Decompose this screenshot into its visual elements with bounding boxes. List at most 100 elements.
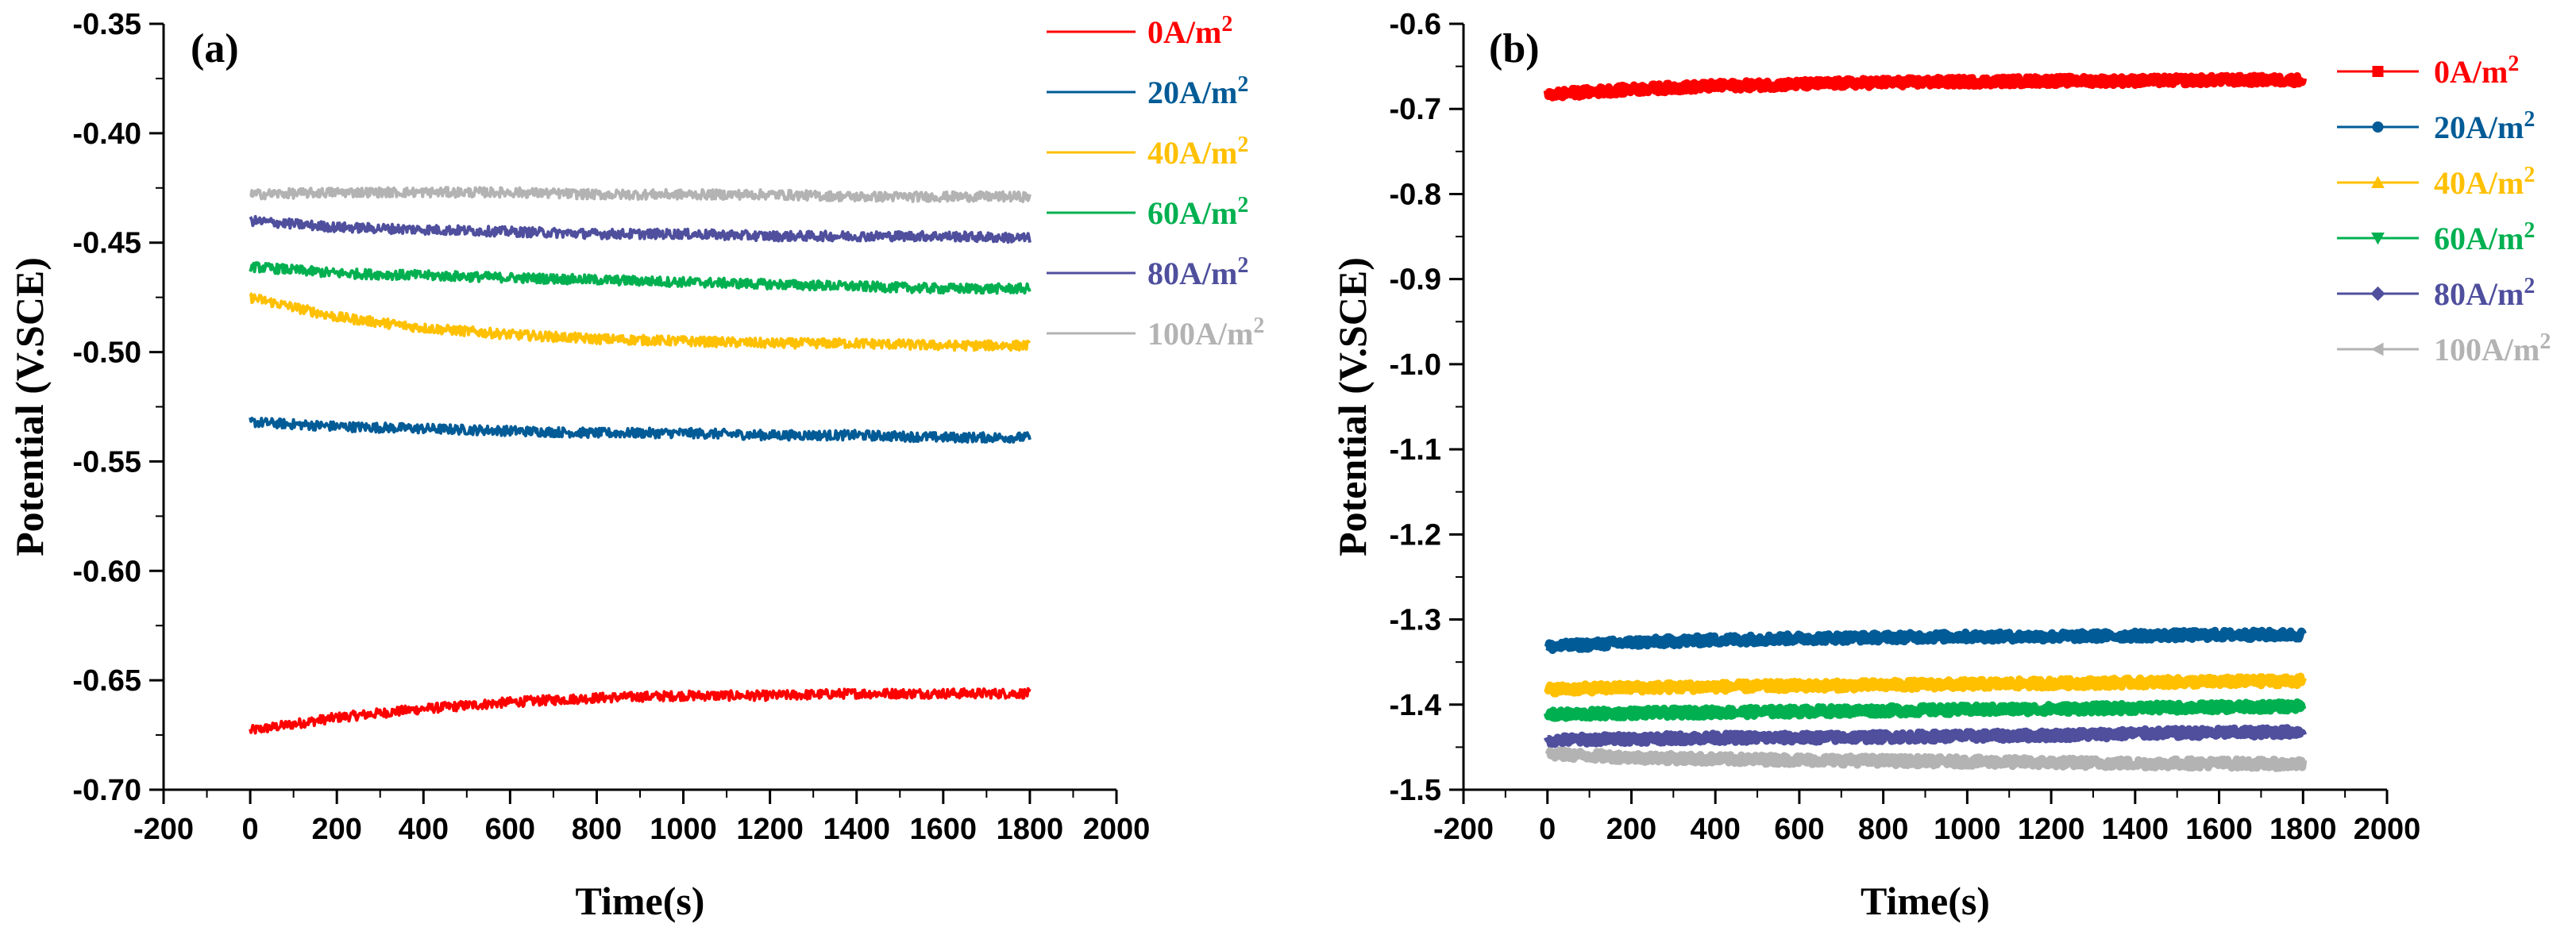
y-tick-label: -1.2 bbox=[1390, 518, 1441, 552]
y-tick-label: -1.0 bbox=[1390, 348, 1441, 382]
x-tick-label: 1000 bbox=[650, 813, 717, 846]
series-line bbox=[1543, 698, 2307, 722]
legend-label-superscript: 2 bbox=[1237, 72, 1248, 97]
legend-marker bbox=[2372, 66, 2384, 77]
x-tick-label: 1800 bbox=[997, 813, 1064, 846]
x-tick-label: 600 bbox=[1774, 813, 1824, 846]
x-tick-label: 1200 bbox=[2018, 813, 2085, 846]
series-20a-m2: 20A/m2 bbox=[1544, 107, 2535, 654]
legend-label: 100A/m2 bbox=[2434, 329, 2551, 368]
legend-label-text: 80A/m bbox=[2434, 276, 2524, 312]
legend-label: 80A/m2 bbox=[2434, 274, 2535, 313]
legend-label-text: 20A/m bbox=[2434, 110, 2524, 145]
legend-label: 20A/m2 bbox=[1147, 72, 1248, 111]
series-line bbox=[249, 214, 1032, 244]
x-tick-label: 1000 bbox=[1934, 813, 2001, 846]
series-line bbox=[1544, 746, 2308, 772]
y-tick-label: -0.40 bbox=[72, 117, 141, 151]
x-tick-label: 2000 bbox=[2354, 813, 2421, 846]
series-60a-m2: 60A/m2 bbox=[1543, 218, 2535, 722]
panel-label: (a) bbox=[191, 26, 239, 71]
x-tick-label: 0 bbox=[1539, 813, 1556, 846]
legend-label-text: 100A/m bbox=[1147, 316, 1253, 352]
series-line bbox=[1543, 71, 2308, 102]
legend-label: 0A/m2 bbox=[1147, 12, 1232, 51]
y-axis-title: Potential (V.SCE) bbox=[7, 257, 52, 556]
y-tick-label: -0.55 bbox=[72, 445, 141, 479]
legend-label-text: 60A/m bbox=[2434, 221, 2524, 256]
legend-label-text: 20A/m bbox=[1147, 75, 1237, 110]
legend-label-text: 100A/m bbox=[2434, 332, 2539, 367]
legend-label-superscript: 2 bbox=[1237, 133, 1248, 157]
series-line bbox=[249, 261, 1032, 295]
x-tick-label: 1400 bbox=[823, 813, 890, 846]
chart-panel-a: -200 0 200 400 600 800 1000 1200 1400 1600 1800 200… bbox=[7, 8, 1264, 923]
series-0a-m2: 0A/m2 bbox=[1543, 52, 2519, 102]
x-tick-label: 800 bbox=[572, 813, 622, 846]
y-tick-label: -0.7 bbox=[1390, 93, 1441, 126]
legend-label-superscript: 2 bbox=[2524, 218, 2535, 243]
y-tick-label: -0.6 bbox=[1390, 8, 1441, 41]
y-tick-label: -0.8 bbox=[1390, 178, 1441, 211]
legend-label: 100A/m2 bbox=[1147, 314, 1264, 352]
series-0a-m2: 0A/m2 bbox=[249, 12, 1232, 735]
y-tick-label: -1.4 bbox=[1390, 689, 1441, 722]
y-tick-label: -1.5 bbox=[1390, 774, 1441, 807]
series-40a-m2: 40A/m2 bbox=[1544, 163, 2535, 698]
series-100a-m2: 100A/m2 bbox=[249, 186, 1264, 352]
x-tick-label: 400 bbox=[1690, 813, 1740, 846]
legend-label-superscript: 2 bbox=[2524, 163, 2535, 187]
series-line bbox=[1544, 626, 2307, 654]
x-tick-label: 800 bbox=[1858, 813, 1908, 846]
chart-panel-b: -200 0 200 400 600 800 1000 1200 1400 1600 1800 200… bbox=[1330, 8, 2551, 923]
legend-label: 60A/m2 bbox=[2434, 218, 2535, 257]
legend-label-superscript: 2 bbox=[1237, 193, 1248, 217]
x-tick-label: 400 bbox=[399, 813, 449, 846]
legend-label-superscript: 2 bbox=[1237, 253, 1248, 278]
y-tick-label: -1.1 bbox=[1390, 433, 1441, 467]
legend-marker bbox=[2371, 175, 2385, 188]
x-axis-title: Time(s) bbox=[1861, 879, 1990, 923]
series-line bbox=[249, 186, 1032, 203]
x-tick-label: 1200 bbox=[736, 813, 804, 846]
x-tick-label: 600 bbox=[485, 813, 535, 846]
series-line bbox=[249, 417, 1032, 444]
x-tick-label: -200 bbox=[133, 813, 194, 846]
y-tick-label: -0.45 bbox=[72, 227, 141, 260]
legend-label: 0A/m2 bbox=[2434, 52, 2519, 90]
legend-label-text: 0A/m bbox=[1147, 14, 1221, 50]
x-tick-label: -200 bbox=[1433, 813, 1494, 846]
legend-label-superscript: 2 bbox=[2524, 107, 2535, 132]
y-axis-title: Potential (V.SCE) bbox=[1330, 257, 1375, 556]
y-tick-label: -0.9 bbox=[1390, 264, 1441, 297]
x-tick-label: 200 bbox=[1606, 813, 1656, 846]
legend-label-text: 40A/m bbox=[2434, 165, 2524, 201]
y-tick-label: -0.70 bbox=[72, 774, 141, 807]
series-100a-m2: 100A/m2 bbox=[1544, 329, 2551, 772]
legend-label-superscript: 2 bbox=[1253, 314, 1264, 338]
x-tick-label: 0 bbox=[242, 813, 259, 846]
x-tick-label: 1400 bbox=[2102, 813, 2169, 846]
legend-label-superscript: 2 bbox=[2508, 52, 2519, 76]
series-line bbox=[1544, 672, 2307, 698]
legend-marker bbox=[2372, 121, 2384, 133]
y-tick-label: -0.60 bbox=[72, 555, 141, 588]
series-20a-m2: 20A/m2 bbox=[249, 72, 1248, 444]
legend-label: 20A/m2 bbox=[2434, 107, 2535, 146]
series-line bbox=[249, 292, 1031, 352]
legend-label-text: 80A/m bbox=[1147, 256, 1237, 291]
series-line bbox=[249, 687, 1032, 735]
legend-label-superscript: 2 bbox=[1221, 12, 1232, 37]
legend-label: 60A/m2 bbox=[1147, 193, 1248, 232]
legend-label: 40A/m2 bbox=[2434, 163, 2535, 202]
legend-label-superscript: 2 bbox=[2524, 274, 2535, 298]
legend-label-superscript: 2 bbox=[2539, 329, 2551, 354]
legend-marker bbox=[2371, 342, 2384, 356]
series-line bbox=[1544, 724, 2308, 748]
x-axis-title: Time(s) bbox=[576, 879, 705, 923]
series-80a-m2: 80A/m2 bbox=[1544, 274, 2535, 748]
legend-marker bbox=[2371, 233, 2385, 245]
y-tick-label: -0.35 bbox=[72, 8, 141, 41]
x-tick-label: 1800 bbox=[2269, 813, 2337, 846]
y-tick-label: -1.3 bbox=[1390, 604, 1441, 637]
